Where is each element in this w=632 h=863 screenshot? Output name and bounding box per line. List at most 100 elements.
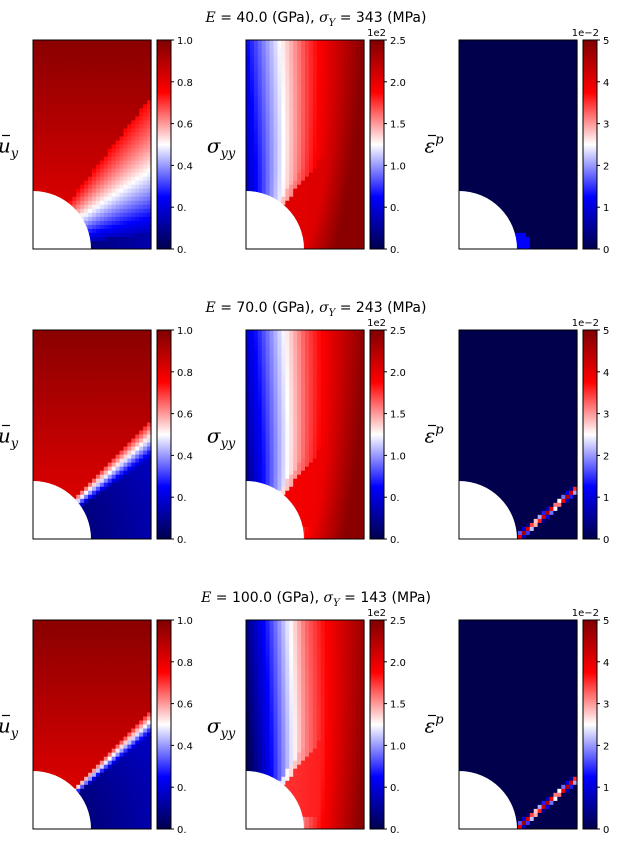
colorbar-tick-label: 2 bbox=[603, 741, 609, 752]
colorbar-tick-label: 0.0 bbox=[177, 535, 193, 546]
colorbar-tick-label: 0.5 bbox=[390, 783, 406, 794]
plot-frame bbox=[458, 619, 578, 830]
colorbar-tick-label: 0.8 bbox=[177, 78, 193, 89]
row-title-3: E = 100.0 (GPa), σY = 143 (MPa) bbox=[200, 590, 431, 609]
row-title-1: E = 40.0 (GPa), σY = 343 (MPa) bbox=[205, 10, 427, 29]
colorbar-multiplier: 1e2 bbox=[367, 28, 386, 39]
colorbar-tick-label: 2.5 bbox=[390, 36, 406, 47]
colorbar-tick-label: 1.0 bbox=[177, 616, 193, 627]
colorbar-tick-label: 2 bbox=[603, 161, 609, 172]
field-label-sigma_yy: σyy bbox=[207, 134, 236, 162]
colorbar-tick-label: 3 bbox=[603, 700, 609, 711]
colorbar-tick-label: 5 bbox=[603, 326, 609, 337]
colorbar-tick-label: 1.5 bbox=[390, 410, 406, 421]
colorbar-tick-label: 5 bbox=[603, 36, 609, 47]
colorbar bbox=[369, 619, 385, 830]
colorbar-tick-label: 0 bbox=[603, 825, 609, 836]
colorbar-tick-label: 2.0 bbox=[390, 78, 406, 89]
colorbar bbox=[582, 39, 598, 250]
colorbar-tick-label: 0.0 bbox=[390, 245, 406, 256]
colorbar bbox=[369, 39, 385, 250]
colorbar-tick-label: 1 bbox=[603, 493, 609, 504]
field-label-u_y: uy bbox=[0, 424, 19, 452]
colorbar bbox=[156, 619, 172, 830]
colorbar-tick-label: 3 bbox=[603, 410, 609, 421]
panel-eps_p-row-3: εp 0 1 2 3 4 5 1e−2 bbox=[399, 608, 609, 863]
plot-frame bbox=[32, 39, 152, 250]
colorbar-tick-label: 0.8 bbox=[177, 658, 193, 669]
colorbar-tick-label: 0.2 bbox=[177, 783, 193, 794]
colorbar-tick-label: 0.5 bbox=[390, 493, 406, 504]
colorbar-tick-label: 1.5 bbox=[390, 120, 406, 131]
panel-u_y-row-3: uy 0.0 0.2 0.4 0.6 0.8 1.0 bbox=[0, 616, 193, 863]
colorbar-multiplier: 1e2 bbox=[367, 608, 386, 619]
colorbar-tick-label: 1 bbox=[603, 203, 609, 214]
colorbar-tick-label: 1.0 bbox=[390, 741, 406, 752]
colorbar-tick-label: 0.2 bbox=[177, 493, 193, 504]
colorbar-tick-label: 2.0 bbox=[390, 368, 406, 379]
panel-u_y-row-1: uy 0.0 0.2 0.4 0.6 0.8 1.0 bbox=[0, 36, 193, 308]
field-label-eps_p: εp bbox=[424, 133, 444, 158]
colorbar-multiplier: 1e−2 bbox=[572, 608, 599, 619]
colorbar bbox=[582, 329, 598, 540]
colorbar-multiplier: 1e−2 bbox=[572, 28, 599, 39]
colorbar-tick-label: 1.0 bbox=[177, 36, 193, 47]
panel-u_y-row-2: uy 0.0 0.2 0.4 0.6 0.8 1.0 bbox=[0, 326, 193, 598]
colorbar-tick-label: 4 bbox=[603, 658, 609, 669]
colorbar-tick-label: 2.5 bbox=[390, 616, 406, 627]
field-label-eps_p: εp bbox=[424, 713, 444, 738]
panel-sigma_yy-row-2: σyy 0.0 0.5 1.0 1.5 2.0 2.5 1e2 bbox=[186, 318, 406, 598]
panel-sigma_yy-row-3: σyy 0.0 0.5 1.0 1.5 2.0 2.5 1e2 bbox=[186, 608, 406, 863]
colorbar bbox=[156, 329, 172, 540]
panel-sigma_yy-row-1: σyy 0.0 0.5 1.0 1.5 2.0 2.5 1e2 bbox=[186, 28, 406, 308]
plot-frame bbox=[32, 329, 152, 540]
plot-frame bbox=[458, 39, 578, 250]
colorbar-tick-label: 0 bbox=[603, 245, 609, 256]
colorbar-tick-label: 2.0 bbox=[390, 658, 406, 669]
colorbar-tick-label: 1.0 bbox=[390, 161, 406, 172]
colorbar-tick-label: 0.6 bbox=[177, 120, 193, 131]
colorbar-tick-label: 0 bbox=[603, 535, 609, 546]
field-label-u_y: uy bbox=[0, 134, 19, 162]
colorbar-tick-label: 0.0 bbox=[177, 825, 193, 836]
colorbar-tick-label: 1.0 bbox=[390, 451, 406, 462]
colorbar-tick-label: 0.0 bbox=[390, 825, 406, 836]
panel-eps_p-row-1: εp 0 1 2 3 4 5 1e−2 bbox=[399, 28, 609, 308]
field-label-sigma_yy: σyy bbox=[207, 424, 236, 452]
colorbar-tick-label: 4 bbox=[603, 368, 609, 379]
field-label-u_y: uy bbox=[0, 714, 19, 742]
plot-frame bbox=[32, 619, 152, 830]
colorbar-multiplier: 1e2 bbox=[367, 318, 386, 329]
colorbar-tick-label: 4 bbox=[603, 78, 609, 89]
colorbar-tick-label: 0.4 bbox=[177, 741, 193, 752]
colorbar-tick-label: 0.8 bbox=[177, 368, 193, 379]
colorbar-tick-label: 0.0 bbox=[177, 245, 193, 256]
colorbar-tick-label: 0.4 bbox=[177, 161, 193, 172]
colorbar-tick-label: 5 bbox=[603, 616, 609, 627]
colorbar-tick-label: 1.0 bbox=[177, 326, 193, 337]
colorbar bbox=[582, 619, 598, 830]
field-label-sigma_yy: σyy bbox=[207, 714, 236, 742]
colorbar-tick-label: 0.6 bbox=[177, 700, 193, 711]
plot-frame bbox=[458, 329, 578, 540]
panel-eps_p-row-2: εp 0 1 2 3 4 5 1e−2 bbox=[399, 318, 609, 598]
row-title-2: E = 70.0 (GPa), σY = 243 (MPa) bbox=[205, 300, 427, 319]
colorbar-tick-label: 0.0 bbox=[390, 535, 406, 546]
colorbar-tick-label: 2 bbox=[603, 451, 609, 462]
colorbar-tick-label: 0.2 bbox=[177, 203, 193, 214]
plot-frame bbox=[245, 39, 365, 250]
colorbar-multiplier: 1e−2 bbox=[572, 318, 599, 329]
plot-frame bbox=[245, 619, 365, 830]
colorbar-tick-label: 0.6 bbox=[177, 410, 193, 421]
plot-frame bbox=[245, 329, 365, 540]
colorbar-tick-label: 3 bbox=[603, 120, 609, 131]
colorbar bbox=[369, 329, 385, 540]
colorbar bbox=[156, 39, 172, 250]
colorbar-tick-label: 2.5 bbox=[390, 326, 406, 337]
colorbar-tick-label: 0.5 bbox=[390, 203, 406, 214]
colorbar-tick-label: 1.5 bbox=[390, 700, 406, 711]
colorbar-tick-label: 1 bbox=[603, 783, 609, 794]
field-label-eps_p: εp bbox=[424, 423, 444, 448]
